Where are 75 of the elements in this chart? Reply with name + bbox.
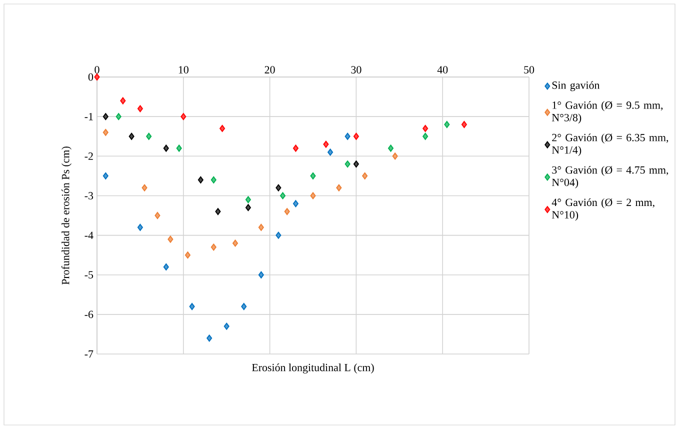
point — [102, 113, 108, 120]
point — [292, 144, 298, 152]
point — [163, 263, 169, 270]
point — [422, 124, 428, 132]
point — [444, 120, 450, 128]
point — [353, 160, 359, 168]
point — [94, 74, 100, 81]
x-tick-label: 20 — [264, 66, 275, 74]
point — [344, 132, 350, 140]
y-tick-label: -2 — [84, 152, 93, 160]
y-tick-label: -4 — [84, 232, 94, 239]
point — [215, 208, 221, 216]
point — [176, 144, 182, 152]
legend-label: Sin gavión — [552, 81, 600, 92]
point — [102, 128, 108, 136]
x-tick-label: 10 — [178, 66, 188, 74]
y-tick-label: -7 — [84, 350, 94, 358]
point — [392, 152, 398, 160]
point — [422, 132, 428, 140]
y-tick-label: 0 — [88, 73, 94, 81]
x-tick-label: 0 — [94, 66, 100, 74]
point — [232, 240, 238, 247]
legend-label: 2° Gavión (Ø = 6.35 mm, N°1/4) — [552, 134, 668, 156]
point — [220, 124, 226, 132]
point — [120, 97, 126, 104]
y-tick-label: -6 — [84, 310, 94, 318]
point — [210, 176, 216, 184]
point — [142, 184, 148, 192]
point — [353, 132, 359, 140]
point — [116, 113, 122, 120]
point — [284, 208, 290, 216]
point — [168, 236, 174, 243]
y-tick-label: -3 — [84, 192, 94, 200]
point — [344, 160, 350, 168]
point — [210, 244, 216, 251]
point — [328, 148, 334, 156]
point — [276, 232, 282, 239]
point — [206, 334, 212, 342]
point — [310, 172, 316, 180]
y-axis-title: Profundidad de erosión Ps (cm) — [61, 146, 72, 285]
point — [461, 120, 467, 128]
point — [198, 176, 204, 184]
x-tick-label: 50 — [524, 66, 534, 74]
legend-label: 1° Gavión (Ø = 9.5 mm, N°3/8) — [552, 101, 663, 124]
point — [280, 192, 286, 200]
point — [189, 303, 195, 310]
point — [102, 172, 108, 180]
point — [241, 303, 247, 310]
point — [180, 113, 186, 120]
point — [362, 172, 368, 180]
x-axis-title: Erosión longitudinal L (cm) — [252, 364, 374, 374]
point — [137, 224, 143, 231]
point — [310, 192, 316, 200]
x-tick-label: 40 — [437, 66, 448, 74]
point — [154, 212, 160, 220]
point — [336, 184, 342, 192]
point — [258, 224, 264, 231]
y-tick-label: -5 — [84, 271, 94, 278]
point — [292, 200, 298, 208]
point — [163, 144, 169, 152]
legend-label: 4° Gavión (Ø = 2 mm, N°10) — [552, 198, 654, 221]
point — [128, 132, 134, 140]
point — [137, 105, 143, 112]
point — [323, 140, 329, 148]
point — [245, 196, 251, 204]
x-tick-label: 30 — [351, 66, 362, 74]
legend-label: 3° Gavión (Ø = 4.75 mm, N°04) — [552, 166, 668, 188]
point — [276, 184, 282, 192]
point — [224, 322, 230, 330]
y-tick-label: -1 — [84, 112, 93, 120]
point — [146, 132, 152, 140]
point — [184, 252, 190, 259]
point — [245, 204, 251, 212]
point — [258, 271, 264, 278]
point — [388, 144, 394, 152]
